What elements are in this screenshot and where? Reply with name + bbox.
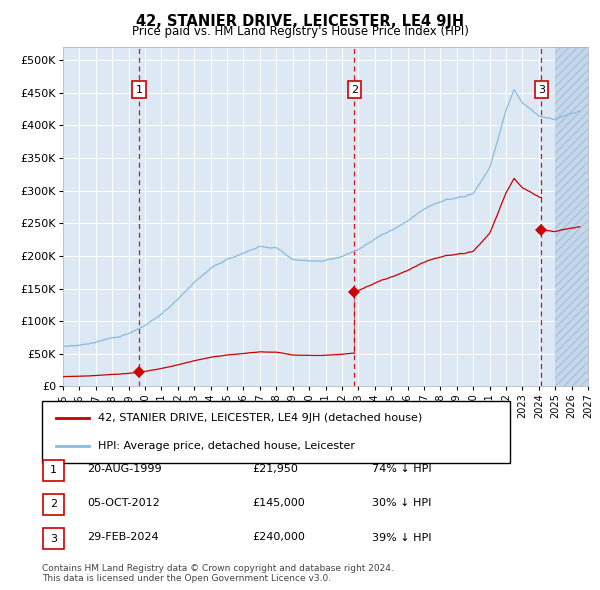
FancyBboxPatch shape — [43, 494, 64, 515]
FancyBboxPatch shape — [42, 401, 510, 463]
FancyBboxPatch shape — [43, 460, 64, 481]
Text: 29-FEB-2024: 29-FEB-2024 — [87, 533, 158, 542]
Text: 1: 1 — [50, 466, 57, 475]
Text: 05-OCT-2012: 05-OCT-2012 — [87, 499, 160, 508]
Text: 30% ↓ HPI: 30% ↓ HPI — [372, 499, 431, 508]
Text: 42, STANIER DRIVE, LEICESTER, LE4 9JH (detached house): 42, STANIER DRIVE, LEICESTER, LE4 9JH (d… — [98, 413, 422, 423]
Text: £240,000: £240,000 — [252, 533, 305, 542]
Text: 3: 3 — [538, 84, 545, 94]
Text: Contains HM Land Registry data © Crown copyright and database right 2024.
This d: Contains HM Land Registry data © Crown c… — [42, 563, 394, 583]
Text: 42, STANIER DRIVE, LEICESTER, LE4 9JH: 42, STANIER DRIVE, LEICESTER, LE4 9JH — [136, 14, 464, 28]
Text: £145,000: £145,000 — [252, 499, 305, 508]
Text: 20-AUG-1999: 20-AUG-1999 — [87, 464, 161, 474]
Text: 3: 3 — [50, 534, 57, 543]
Text: 2: 2 — [351, 84, 358, 94]
Text: 1: 1 — [136, 84, 143, 94]
Text: Price paid vs. HM Land Registry's House Price Index (HPI): Price paid vs. HM Land Registry's House … — [131, 25, 469, 38]
Text: 39% ↓ HPI: 39% ↓ HPI — [372, 533, 431, 542]
Bar — [555, 47, 588, 386]
Text: 74% ↓ HPI: 74% ↓ HPI — [372, 464, 431, 474]
Text: £21,950: £21,950 — [252, 464, 298, 474]
Text: 2: 2 — [50, 500, 57, 509]
Text: HPI: Average price, detached house, Leicester: HPI: Average price, detached house, Leic… — [98, 441, 355, 451]
FancyBboxPatch shape — [43, 528, 64, 549]
